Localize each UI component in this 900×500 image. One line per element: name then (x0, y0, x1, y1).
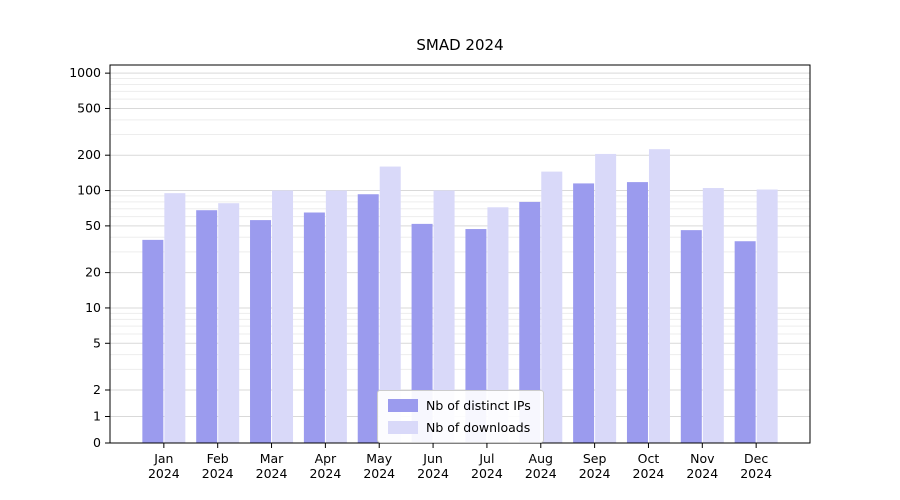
x-tick-label-year: 2024 (256, 466, 288, 481)
legend-swatch-distinct-ips (388, 399, 418, 412)
bar-distinct-ips-Jan (142, 239, 164, 443)
bar-distinct-ips-Mar (250, 220, 272, 443)
x-tick-label-year: 2024 (417, 466, 449, 481)
legend-label-distinct-ips: Nb of distinct IPs (426, 398, 531, 413)
bar-distinct-ips-Dec (734, 241, 756, 443)
x-tick-label-month: Jun (422, 451, 443, 466)
x-tick-label-month: Jan (153, 451, 173, 466)
x-tick-label-month: Mar (260, 451, 284, 466)
x-tick-label-month: Sep (583, 451, 607, 466)
bar-distinct-ips-Feb (196, 210, 218, 443)
bar-distinct-ips-Jul (465, 229, 487, 443)
x-tick-label-year: 2024 (686, 466, 718, 481)
y-tick-label: 500 (77, 100, 101, 115)
bar-distinct-ips-Oct (626, 182, 648, 443)
bar-distinct-ips-Aug (519, 201, 541, 443)
bar-downloads-Aug (541, 171, 563, 443)
x-tick-label-month: Aug (529, 451, 553, 466)
plot-frame (109, 64, 811, 444)
x-tick-label-year: 2024 (202, 466, 234, 481)
bar-downloads-Nov (702, 188, 724, 443)
bar-distinct-ips-Jun (411, 223, 433, 443)
x-tick-label-month: Apr (315, 451, 337, 466)
y-tick-label: 1 (93, 409, 101, 424)
y-tick-label: 100 (77, 183, 101, 198)
x-tick-label-month: Feb (207, 451, 229, 466)
x-tick-label-month: May (366, 451, 392, 466)
y-tick-label: 0 (93, 435, 101, 450)
legend-item-distinct-ips: Nb of distinct IPs (388, 398, 531, 413)
bar-downloads-Jul (487, 207, 509, 443)
legend: Nb of distinct IPs Nb of downloads (377, 390, 544, 443)
bar-downloads-Mar (272, 190, 294, 443)
bar-distinct-ips-Nov (680, 230, 702, 443)
legend-swatch-downloads (388, 421, 418, 434)
legend-label-downloads: Nb of downloads (426, 420, 531, 435)
bar-downloads-May (379, 166, 401, 443)
x-tick-label-month: Nov (690, 451, 715, 466)
x-tick-label-year: 2024 (148, 466, 180, 481)
x-tick-label-year: 2024 (579, 466, 611, 481)
y-tick-label: 10 (85, 300, 101, 315)
x-tick-label-year: 2024 (309, 466, 341, 481)
x-tick-label-year: 2024 (740, 466, 772, 481)
bar-downloads-Dec (756, 189, 778, 443)
x-tick-label-year: 2024 (633, 466, 665, 481)
y-tick-label: 200 (77, 147, 101, 162)
bar-distinct-ips-May (357, 194, 379, 443)
bar-downloads-Feb (218, 203, 240, 443)
legend-item-downloads: Nb of downloads (388, 420, 531, 435)
y-tick-label: 20 (85, 265, 101, 280)
y-tick-label: 50 (85, 218, 101, 233)
bar-downloads-Jun (433, 190, 455, 443)
x-tick-label-year: 2024 (525, 466, 557, 481)
x-tick-label-month: Jul (478, 451, 494, 466)
y-tick-label: 2 (93, 382, 101, 397)
x-tick-label-month: Oct (638, 451, 660, 466)
bar-downloads-Apr (325, 190, 347, 443)
x-tick-label-year: 2024 (363, 466, 395, 481)
chart-title: SMAD 2024 (416, 36, 504, 54)
bar-downloads-Oct (648, 149, 670, 443)
bar-downloads-Sep (595, 153, 617, 443)
x-tick-label-month: Dec (744, 451, 768, 466)
bar-distinct-ips-Sep (573, 183, 595, 444)
bar-downloads-Jan (164, 193, 186, 443)
y-tick-label: 5 (93, 335, 101, 350)
bar-distinct-ips-Apr (303, 212, 325, 443)
y-tick-label: 1000 (69, 65, 101, 80)
x-tick-label-year: 2024 (471, 466, 503, 481)
